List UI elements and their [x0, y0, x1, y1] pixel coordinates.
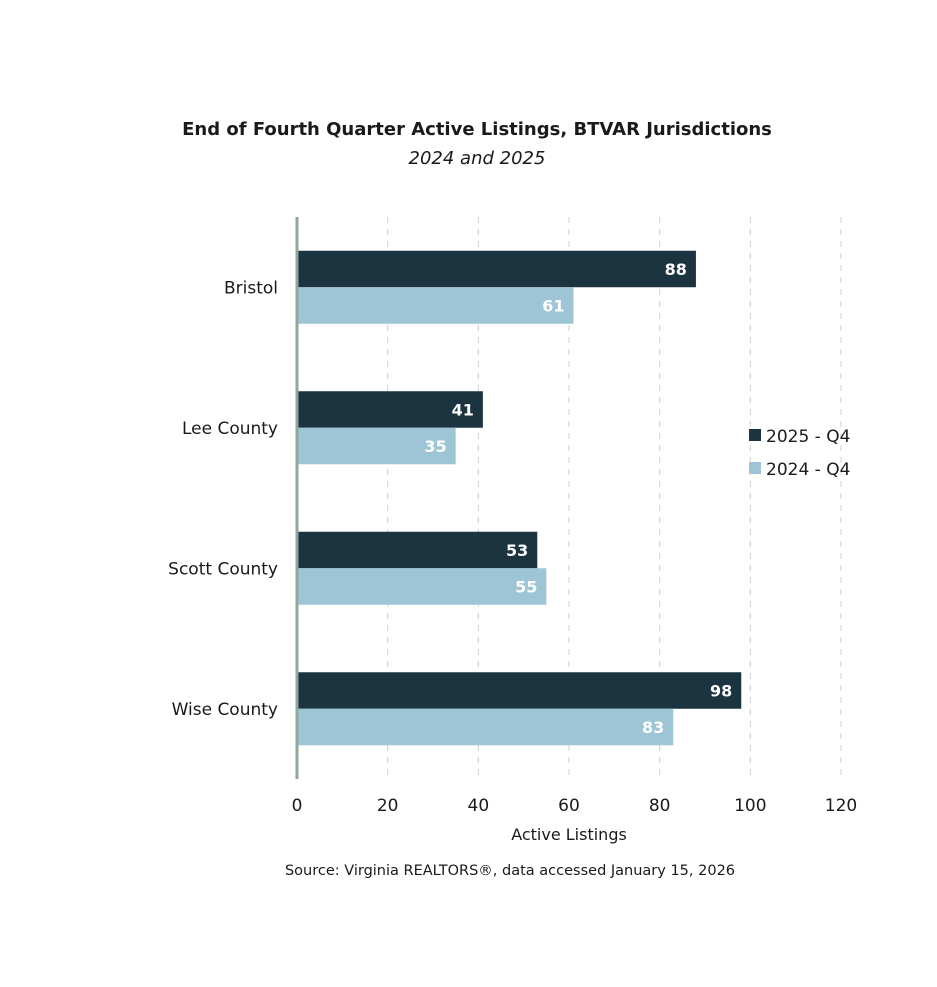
x-tick-label: 60 — [558, 796, 580, 816]
data-label: 88 — [665, 260, 687, 279]
category-label: Wise County — [172, 700, 278, 720]
x-tick-label: 40 — [468, 796, 490, 816]
legend-swatch — [749, 429, 761, 441]
x-axis-title: Active Listings — [511, 825, 627, 844]
bar-2025 — [297, 250, 696, 288]
x-tick-label: 120 — [825, 796, 857, 816]
category-label: Lee County — [182, 419, 278, 439]
bar-2025 — [297, 531, 538, 569]
category-label: Bristol — [224, 278, 278, 298]
bar-2024 — [297, 427, 456, 465]
x-tick-label: 80 — [649, 796, 671, 816]
data-label: 98 — [710, 682, 732, 701]
data-label: 53 — [506, 541, 528, 560]
x-tick-label: 0 — [292, 796, 303, 816]
x-tick-label: 20 — [377, 796, 399, 816]
bar-2024 — [297, 568, 547, 605]
category-labels: Bristol Lee County Scott County Wise County — [168, 278, 278, 720]
data-label: 83 — [642, 718, 664, 737]
bar-2024 — [297, 708, 674, 746]
category-label: Scott County — [168, 559, 278, 579]
chart-subtitle: 2024 and 2025 — [408, 148, 546, 169]
data-label: 55 — [515, 578, 537, 597]
bars — [297, 250, 742, 746]
bar-2024 — [297, 287, 574, 324]
x-tick-labels: 0 20 40 60 80 100 120 — [292, 796, 858, 816]
legend-swatch — [749, 462, 761, 474]
data-label: 35 — [424, 437, 446, 456]
legend-label: 2025 - Q4 — [766, 427, 850, 447]
data-label: 61 — [542, 297, 564, 316]
legend: 2025 - Q4 2024 - Q4 — [749, 427, 850, 480]
chart-title: End of Fourth Quarter Active Listings, B… — [182, 119, 772, 140]
data-labels: 88 61 41 35 53 55 98 83 — [424, 260, 732, 737]
legend-label: 2024 - Q4 — [766, 460, 850, 480]
x-tick-label: 100 — [734, 796, 766, 816]
data-label: 41 — [452, 401, 474, 420]
bar-2025 — [297, 672, 742, 709]
bar-2025 — [297, 391, 483, 428]
source-note: Source: Virginia REALTORS®, data accesse… — [284, 863, 736, 879]
